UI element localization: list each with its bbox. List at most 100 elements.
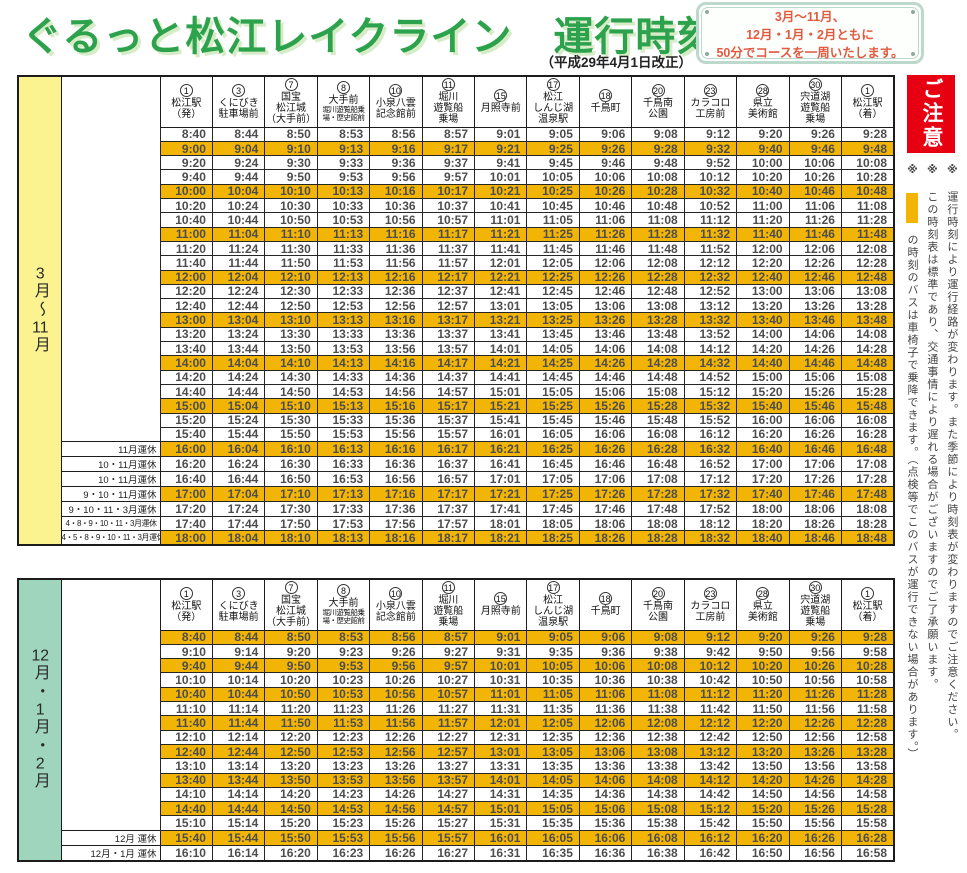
time-cell: 16:30 — [264, 456, 318, 473]
time-cell: 10:25 — [526, 183, 580, 200]
time-cell: 18:00 — [159, 530, 213, 546]
time-cell: 14:05 — [526, 341, 580, 357]
time-cell: 15:26 — [369, 815, 423, 831]
station-name: カラコロ 工房前 — [690, 97, 731, 120]
note-empty-cell — [61, 687, 160, 702]
time-cell: 13:12 — [683, 298, 738, 314]
time-cell: 14:40 — [159, 801, 213, 817]
sign-text-line: 3月～11月、 — [774, 10, 846, 24]
time-cell: 14:10 — [264, 355, 318, 371]
service-suspension-note: 4・8・9・10・11・3月運休 — [60, 516, 161, 532]
time-cell: 13:08 — [631, 743, 685, 760]
service-suspension-note: 9・10・11・3月運休 — [60, 501, 161, 518]
time-cell: 18:17 — [421, 530, 476, 546]
time-cell: 17:44 — [211, 516, 266, 532]
note-empty-cell — [61, 127, 160, 142]
time-cell: 14:46 — [788, 355, 842, 371]
time-cell: 11:46 — [788, 226, 842, 242]
time-cell: 9:21 — [474, 140, 528, 157]
time-cell: 15:26 — [788, 383, 842, 400]
time-cell: 17:10 — [264, 486, 318, 503]
time-cell: 11:05 — [526, 686, 580, 703]
time-cell: 17:40 — [159, 516, 213, 532]
time-cell: 11:27 — [421, 701, 476, 717]
time-cell: 14:26 — [788, 341, 842, 357]
station-number-badge: 15 — [494, 592, 508, 606]
time-cell: 13:40 — [159, 772, 213, 788]
time-cell: 9:17 — [421, 140, 476, 157]
time-cell: 10:01 — [474, 658, 528, 674]
time-cell: 15:33 — [316, 412, 371, 428]
time-cell: 14:24 — [211, 369, 266, 385]
time-cell: 14:26 — [369, 786, 423, 803]
time-cell: 13:24 — [211, 326, 266, 343]
time-cell: 9:24 — [211, 155, 266, 171]
time-cell: 15:52 — [683, 412, 738, 428]
timetable-row: 9・10・11月運休 17:00 17:04 17:10 17:13 17:16 17:17… — [18, 486, 895, 503]
time-cell: 15:23 — [316, 815, 371, 831]
time-cell: 12:56 — [788, 729, 842, 745]
time-cell: 9:46 — [788, 140, 842, 157]
time-cell: 13:17 — [421, 312, 476, 328]
time-cell: 14:44 — [211, 801, 266, 817]
time-cell: 8:53 — [316, 629, 371, 645]
timetable-row: 9・10・11・3月運休 17:20 17:24 17:30 17:33 17:36 17:… — [18, 501, 895, 518]
season-label-text: 12 — [31, 648, 50, 665]
time-cell: 15:10 — [264, 398, 318, 414]
time-cell: 14:20 — [736, 772, 790, 788]
time-cell: 17:46 — [788, 486, 842, 503]
time-cell: 11:53 — [316, 715, 371, 731]
station-name: 国宝 松江城 （大手前） — [266, 92, 317, 126]
time-cell: 9:56 — [369, 658, 423, 674]
time-cell: 13:44 — [211, 772, 266, 788]
time-cell: 16:40 — [736, 441, 790, 458]
time-cell: 13:38 — [631, 758, 685, 774]
time-cell: 9:12 — [683, 629, 738, 645]
time-cell: 14:26 — [788, 772, 842, 788]
season-label-text: 3 — [35, 266, 45, 283]
timetable-row: 10:40 10:44 10:50 10:53 10:56 10:57 11:01 11:05… — [18, 686, 895, 703]
time-cell: 11:50 — [736, 701, 790, 717]
time-cell: 14:01 — [474, 341, 528, 357]
time-cell: 10:56 — [369, 686, 423, 703]
time-cell: 9:10 — [159, 643, 213, 660]
time-cell: 10:28 — [840, 169, 895, 185]
time-cell: 10:08 — [631, 658, 685, 674]
time-cell: 13:06 — [788, 283, 842, 300]
time-cell: 16:45 — [526, 456, 580, 473]
time-cell: 16:06 — [578, 829, 633, 846]
station-header: 1 松江駅 （着） — [840, 75, 895, 128]
note-empty-cell — [61, 255, 160, 271]
time-cell: 12:16 — [369, 269, 423, 285]
sign-text-line: 50分でコースを一周いたします。 — [716, 46, 904, 61]
time-cell: 11:08 — [631, 212, 685, 228]
time-cell: 9:04 — [211, 140, 266, 157]
time-cell: 10:32 — [683, 183, 738, 200]
time-cell: 12:06 — [578, 255, 633, 271]
note-empty-cell — [61, 658, 160, 673]
timetable-row: 13:40 13:44 13:50 13:53 13:56 13:57 14:01 14:05… — [18, 772, 895, 788]
time-cell: 17:20 — [159, 501, 213, 518]
time-cell: 14:30 — [264, 369, 318, 385]
time-cell: 14:36 — [369, 369, 423, 385]
time-cell: 8:56 — [369, 126, 423, 142]
station-number-badge: 17 — [546, 78, 560, 91]
time-cell: 11:38 — [631, 701, 685, 717]
time-cell: 15:28 — [631, 398, 685, 414]
time-cell: 16:28 — [840, 829, 895, 846]
time-cell: 16:50 — [736, 844, 790, 862]
time-cell: 12:48 — [840, 269, 895, 285]
wheelchair-highlight-swatch — [905, 193, 918, 224]
time-cell: 8:40 — [159, 629, 213, 645]
time-cell: 13:05 — [526, 743, 580, 760]
time-cell: 14:50 — [264, 801, 318, 817]
note-column-header — [61, 579, 160, 631]
time-cell: 10:48 — [631, 198, 685, 214]
time-cell: 9:41 — [474, 155, 528, 171]
time-cell: 10:17 — [421, 183, 476, 200]
time-cell: 16:14 — [211, 844, 266, 862]
time-cell: 9:58 — [840, 643, 895, 660]
time-cell: 12:26 — [788, 255, 842, 271]
season-label-text: 2 — [35, 756, 45, 773]
time-cell: 12:05 — [526, 255, 580, 271]
